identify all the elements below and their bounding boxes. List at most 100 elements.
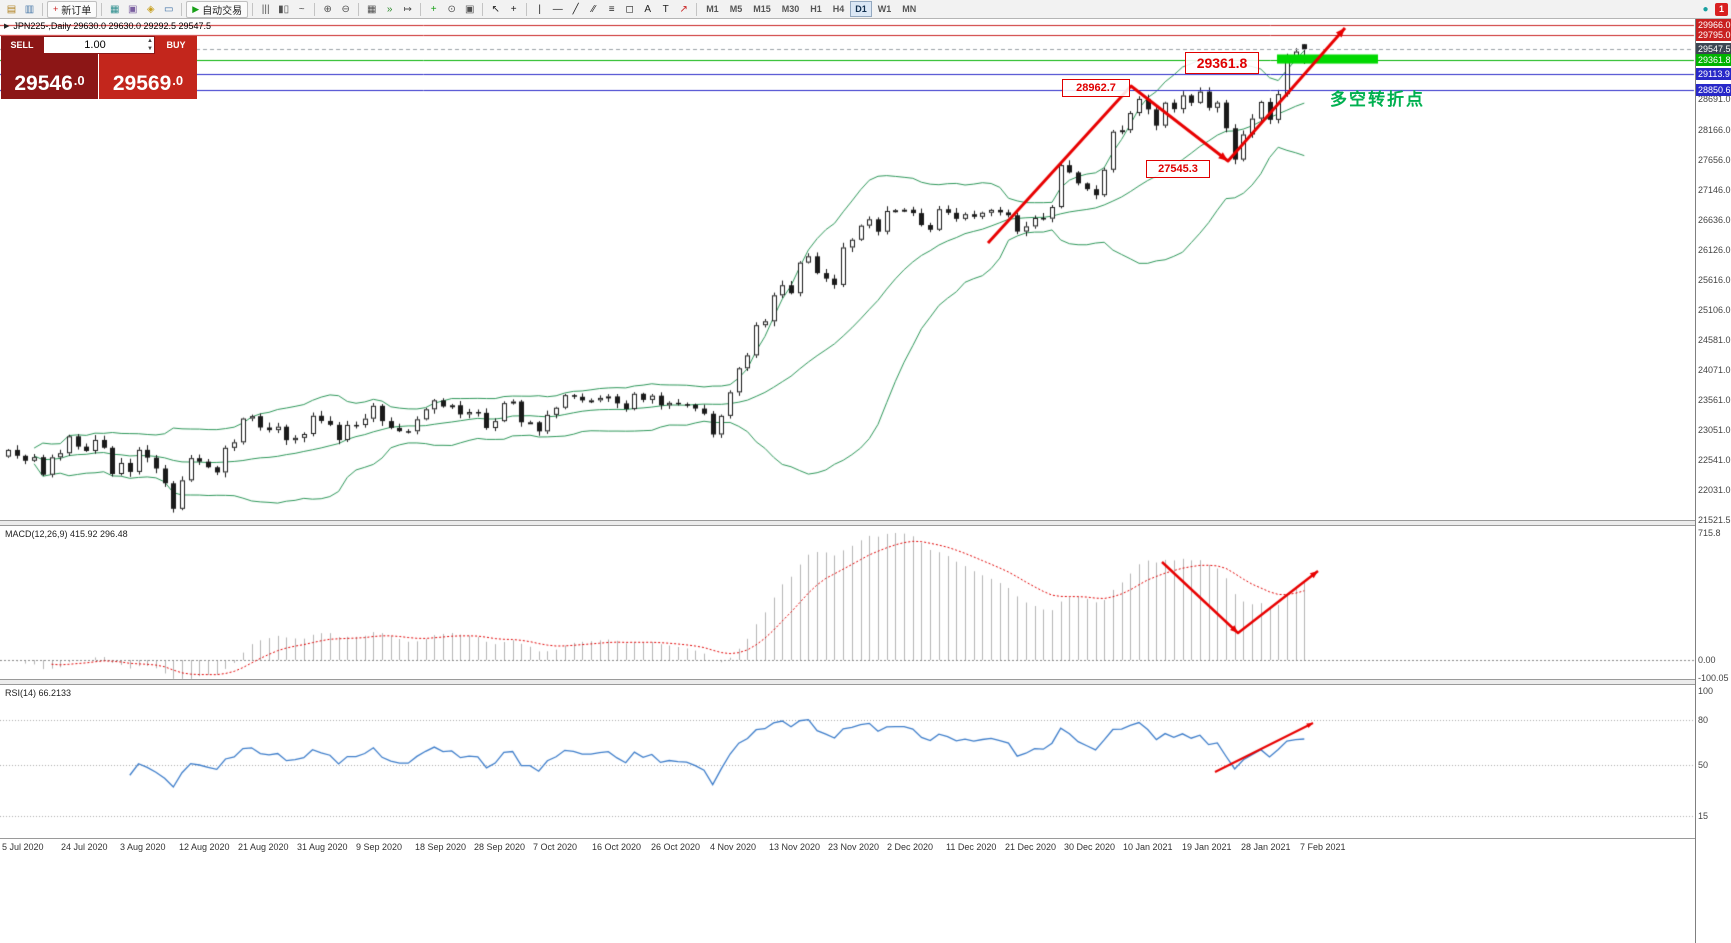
one-click-toggle-icon[interactable]: ▶ <box>4 23 10 30</box>
timeframe-M1[interactable]: M1 <box>706 4 719 14</box>
timeframe-M30[interactable]: M30 <box>781 4 800 14</box>
toolbar-separator <box>358 2 360 16</box>
rsi-scale-label: 80 <box>1698 715 1709 726</box>
price-scale-label: 23561.0 <box>1698 395 1731 406</box>
notification-badge[interactable]: 1 <box>1715 2 1728 16</box>
volume-up-icon[interactable]: ▲ <box>147 38 153 44</box>
macd-scale-label: 715.8 <box>1698 527 1721 538</box>
date-label: 12 Aug 2020 <box>179 842 230 852</box>
low-price-label[interactable]: 27545.3 <box>1146 160 1210 178</box>
label-icon[interactable]: T <box>662 3 669 15</box>
vertical-line-icon[interactable]: | <box>538 3 541 15</box>
line-chart-icon[interactable]: ~ <box>298 3 305 15</box>
one-click-trade-panel: SELL ▲ ▼ BUY 29546 .0 29569 .0 <box>1 36 197 99</box>
auto-scroll-icon[interactable]: » <box>386 3 393 15</box>
price-tag: 29795.0 <box>1696 28 1731 41</box>
price-scale-label: 27656.0 <box>1698 155 1731 165</box>
macd-scale-label: 0.00 <box>1698 655 1716 665</box>
rsi-scale-label: 100 <box>1698 686 1714 696</box>
rsi-label: RSI(14) 66.2133 <box>5 688 72 698</box>
new-order-button-label: 新订单 <box>61 5 92 17</box>
macd-scale-label: -100.05 <box>1698 672 1729 683</box>
chart-canvas[interactable] <box>0 0 1695 943</box>
date-axis[interactable]: 5 Jul 2020 24 Jul 2020 3 Aug 2020 12 Aug 20… <box>0 838 1695 856</box>
timeframe-M5[interactable]: M5 <box>729 4 743 14</box>
high-price-label[interactable]: 28962.7 <box>1062 79 1130 97</box>
channel-icon[interactable]: ∕∕ <box>592 3 596 15</box>
buy-price-main: 29569 <box>112 72 172 95</box>
buy-price-display[interactable]: 29569 .0 <box>99 54 197 99</box>
buy-price-sup: .0 <box>172 73 184 88</box>
timeframe-H1[interactable]: H1 <box>810 4 822 14</box>
sell-price-sup: .0 <box>73 73 85 88</box>
date-label: 19 Jan 2021 <box>1182 842 1232 852</box>
price-scale-label: 28166.0 <box>1698 125 1731 136</box>
toolbar-separator <box>482 2 484 16</box>
indicators-icon[interactable]: + <box>430 3 437 15</box>
community-icon[interactable]: ● <box>1702 3 1709 15</box>
date-label: 11 Dec 2020 <box>946 842 997 852</box>
timeframe-H4[interactable]: H4 <box>832 4 845 14</box>
timeframe-M15[interactable]: M15 <box>753 4 771 14</box>
toolbar-separator <box>101 2 103 16</box>
timeframe-W1[interactable]: W1 <box>877 4 892 14</box>
shapes-icon[interactable]: ◻ <box>625 3 634 15</box>
date-label: 21 Aug 2020 <box>238 842 289 852</box>
date-label: 4 Nov 2020 <box>710 842 757 852</box>
tile-windows-icon[interactable]: ▦ <box>366 3 377 15</box>
date-label: 7 Feb 2021 <box>1300 842 1346 852</box>
pane-separator-macd[interactable] <box>0 520 1695 526</box>
volume-input[interactable] <box>44 38 154 52</box>
timeframe-MN[interactable]: MN <box>902 4 917 14</box>
crosshair-icon[interactable]: + <box>510 3 517 15</box>
toolbar-separator <box>252 2 254 16</box>
data-window-icon[interactable]: ▣ <box>128 3 138 15</box>
trendline-icon[interactable]: ╱ <box>572 3 579 15</box>
horizontal-line-icon[interactable]: — <box>552 3 563 15</box>
bar-chart-icon[interactable]: ||| <box>261 3 270 15</box>
key-level-label[interactable]: 29361.8 <box>1185 52 1259 74</box>
date-label: 2 Dec 2020 <box>887 842 934 852</box>
rsi-scale-label: 15 <box>1698 810 1709 821</box>
cursor-icon[interactable]: ↖ <box>491 3 500 15</box>
zoom-out-icon[interactable]: ⊖ <box>341 3 350 15</box>
pane-separator-rsi[interactable] <box>0 679 1695 685</box>
candlestick-icon[interactable]: ▮▯ <box>278 3 290 15</box>
zoom-in-icon[interactable]: ⊕ <box>323 3 332 15</box>
turning-point-note[interactable]: 多空转折点 <box>1330 90 1425 109</box>
new-order-button[interactable]: + 新订单 <box>47 0 98 18</box>
templates-icon[interactable]: ▣ <box>464 3 475 15</box>
chart-info-text: JPN225-,Daily 29630.0 29630.0 29292.5 29… <box>13 21 212 31</box>
sell-button[interactable]: SELL <box>1 36 43 54</box>
price-scale-label: 26126.0 <box>1698 244 1731 255</box>
autotrade-button[interactable]: ▶ 自动交易 <box>186 0 249 18</box>
price-scale-label: 23051.0 <box>1698 425 1731 436</box>
new-chart-icon[interactable]: ▤ <box>6 3 17 15</box>
buy-button[interactable]: BUY <box>155 36 197 54</box>
toolbar-separator <box>420 2 422 16</box>
timeframe-D1[interactable]: D1 <box>850 1 872 17</box>
sell-price-main: 29546 <box>14 72 73 95</box>
periods-icon[interactable]: ⊙ <box>447 3 456 15</box>
terminal-icon[interactable]: ▭ <box>164 3 174 15</box>
arrow-object-icon[interactable]: ↗ <box>679 3 688 15</box>
price-scale-label: 24581.0 <box>1698 335 1731 346</box>
navigator-icon[interactable]: ◈ <box>146 3 155 15</box>
new-order-button-icon: + <box>53 4 59 14</box>
date-label: 9 Sep 2020 <box>356 842 403 852</box>
toolbar-separator <box>696 2 698 16</box>
text-icon[interactable]: A <box>644 3 652 15</box>
price-scale-label: 28691.0 <box>1698 94 1731 105</box>
fibonacci-icon[interactable]: ≡ <box>608 3 615 15</box>
toolbar: ▤ ▥ + 新订单 ▦ ▣ ◈ ▭ ▶ 自动交易 ||| ▮▯ ~ ⊕ ⊖ ▦» ↦ + ⊙ ▣ ↖ + | — ╱ ∕∕ ≡ ◻ A T… <box>0 0 1731 19</box>
date-label: 3 Aug 2020 <box>120 842 166 852</box>
volume-down-icon[interactable]: ▼ <box>147 46 153 52</box>
price-scale-label: 27146.0 <box>1698 184 1731 195</box>
profiles-icon[interactable]: ▥ <box>24 3 35 15</box>
price-scale[interactable]: 28691.0 28166.0 27656.0 27146.0 26636.0 26126… <box>1695 18 1731 943</box>
price-scale-label: 22541.0 <box>1698 455 1731 466</box>
chart-shift-icon[interactable]: ↦ <box>403 3 412 15</box>
market-watch-icon[interactable]: ▦ <box>110 3 120 15</box>
sell-price-display[interactable]: 29546 .0 <box>1 54 99 99</box>
